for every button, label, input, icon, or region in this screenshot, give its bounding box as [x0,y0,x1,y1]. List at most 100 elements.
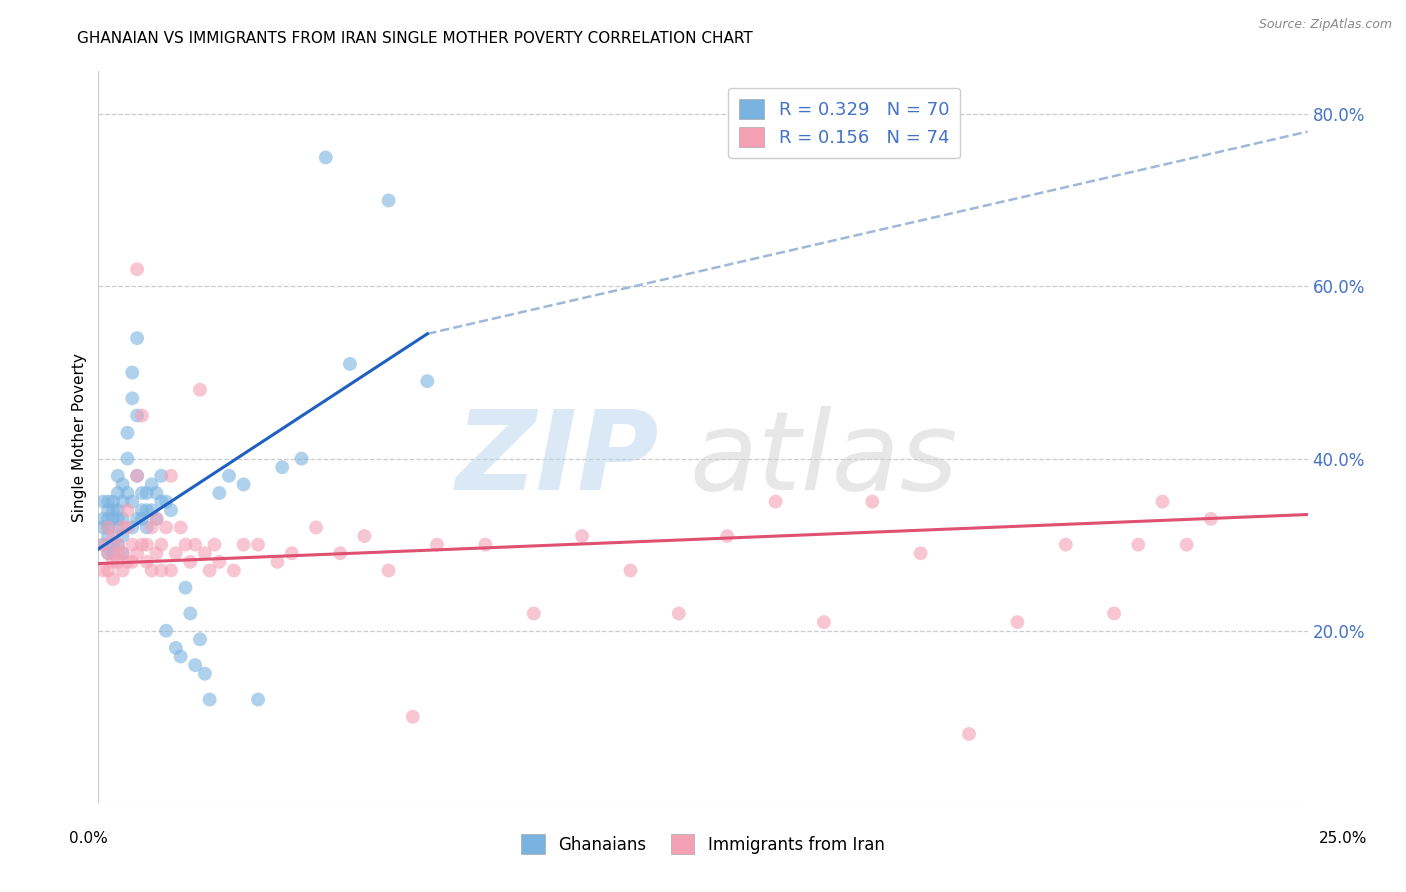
Point [97,529,120,543]
Point [101,546,124,560]
Point [184,538,207,552]
Point [131,409,153,423]
Point [101,572,124,586]
Point [107,503,129,517]
Point [155,520,177,534]
Point [111,494,134,508]
Point [127,262,149,277]
Point [377,194,399,208]
Point [127,468,149,483]
Point [141,477,163,491]
Point [111,546,134,560]
Point [127,331,149,345]
Point [315,150,337,164]
Point [218,468,240,483]
Text: 25.0%: 25.0% [1319,831,1367,846]
Point [117,425,139,440]
Point [127,468,149,483]
Point [145,512,167,526]
Point [329,546,352,560]
Point [107,538,129,552]
Point [121,366,143,380]
Point [101,512,124,526]
Point [135,555,157,569]
Point [523,607,546,621]
Point [121,520,143,534]
Point [305,520,328,534]
Point [160,503,183,517]
Point [117,503,139,517]
Point [353,529,375,543]
Point [160,564,183,578]
Point [97,494,120,508]
Text: atlas: atlas [689,406,959,513]
Point [1007,615,1029,629]
Point [169,520,191,534]
Point [127,546,149,560]
Point [208,486,231,500]
Point [198,692,221,706]
Point [222,564,245,578]
Point [111,564,134,578]
Point [141,520,163,534]
Point [91,538,114,552]
Point [121,538,143,552]
Point [107,520,129,534]
Point [97,520,120,534]
Point [101,503,124,517]
Point [232,538,254,552]
Point [97,564,120,578]
Point [150,538,173,552]
Point [198,564,221,578]
Y-axis label: Single Mother Poverty: Single Mother Poverty [72,352,87,522]
Point [107,486,129,500]
Point [111,546,134,560]
Point [377,564,399,578]
Point [97,512,120,526]
Point [174,581,197,595]
Point [165,640,187,655]
Point [131,486,153,500]
Point [111,529,134,543]
Point [232,477,254,491]
Point [91,494,114,508]
Point [174,538,197,552]
Point [155,494,177,508]
Point [150,494,173,508]
Point [402,710,425,724]
Point [716,529,738,543]
Point [1054,538,1077,552]
Point [135,503,157,517]
Point [668,607,690,621]
Point [97,546,120,560]
Point [117,451,139,466]
Point [135,486,157,500]
Point [813,615,835,629]
Point [188,383,211,397]
Point [111,477,134,491]
Point [131,538,153,552]
Point [101,494,124,508]
Point [290,451,312,466]
Point [1152,494,1174,508]
Point [184,658,207,673]
Point [121,555,143,569]
Point [145,486,167,500]
Point [97,520,120,534]
Point [160,468,183,483]
Point [97,503,120,517]
Point [339,357,361,371]
Point [1128,538,1150,552]
Point [101,529,124,543]
Point [155,624,177,638]
Text: Source: ZipAtlas.com: Source: ZipAtlas.com [1258,18,1392,31]
Point [619,564,641,578]
Point [135,538,157,552]
Point [141,564,163,578]
Text: 0.0%: 0.0% [69,831,108,846]
Point [145,546,167,560]
Point [247,538,270,552]
Point [145,512,167,526]
Point [127,409,149,423]
Point [107,538,129,552]
